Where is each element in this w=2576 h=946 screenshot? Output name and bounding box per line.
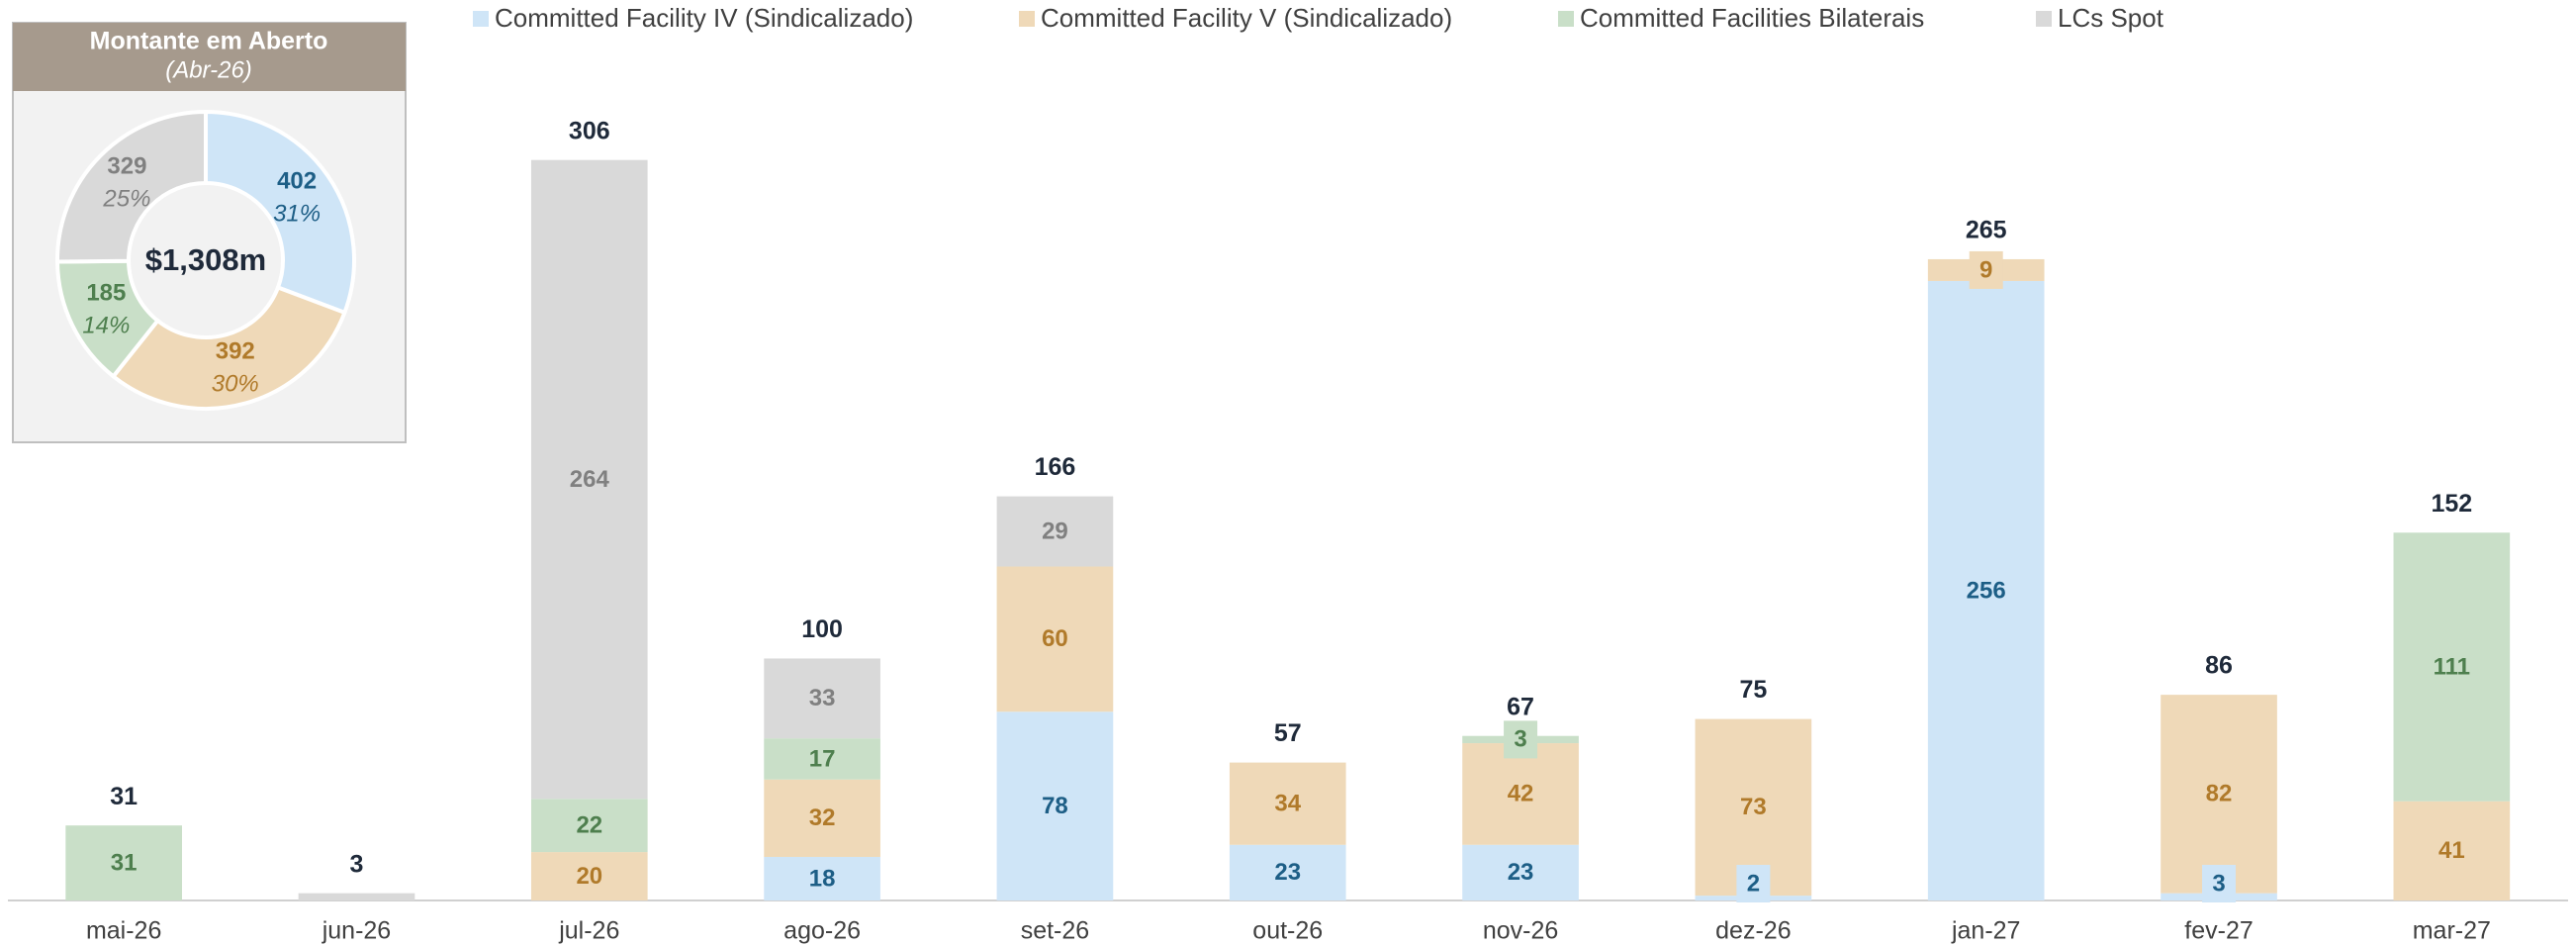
total-label: 67 [1507,693,1534,720]
data-label: 256 [1967,577,2006,604]
bar-segment [2393,532,2511,802]
data-label: 3 [1514,726,1526,753]
wedge-value: 329 [107,153,146,180]
x-tick-label: fev-27 [2184,917,2253,945]
data-label: 3 [2212,870,2225,897]
label-box [2202,865,2237,902]
x-tick-label: mar-27 [2413,917,2491,945]
legend-swatch [2036,11,2052,27]
total-label: 166 [1035,453,1076,481]
inset-header [13,23,406,91]
data-label: 20 [576,863,602,890]
bar-segment [2393,801,2511,900]
data-label: 23 [1508,859,1534,886]
data-label: 33 [809,685,836,711]
wedge-percent: 25% [102,186,150,213]
data-label: 9 [1979,256,1992,283]
x-tick-label: jan-27 [1951,917,2021,945]
bar-segment [764,658,880,739]
wedge-value: 402 [277,168,317,195]
data-label: 111 [2434,653,2470,680]
bar-segment [2161,695,2277,894]
legend-label: Committed Facilities Bilaterais [1580,3,1924,33]
data-label: 29 [1042,518,1068,544]
wedge-percent: 30% [212,370,259,397]
data-label: 264 [570,466,610,493]
total-label: 152 [2431,490,2472,518]
label-box [1969,250,2003,289]
data-label: 42 [1508,781,1534,807]
donut-wedge [55,109,208,264]
x-tick-label: jul-26 [558,917,619,945]
wedge-value: 185 [86,279,126,306]
bar-segment [530,159,648,800]
x-tick-label: set-26 [1021,917,1089,945]
legend-label: Committed Facility IV (Sindicalizado) [495,3,913,33]
data-label: 23 [1274,859,1301,886]
total-label: 57 [1274,719,1302,747]
bar-segment [530,852,648,900]
donut-center: $1,308m [145,242,266,277]
x-tick-label: nov-26 [1483,917,1558,945]
total-label: 100 [801,615,843,643]
bar-segment [1229,844,1346,900]
data-label: 34 [1274,791,1301,817]
x-tick-label: jun-26 [322,917,392,945]
total-label: 3 [350,850,364,878]
bar-segment [1462,743,1579,845]
bar-segment [530,799,648,853]
total-label: 31 [110,783,138,810]
data-label: 32 [809,804,836,831]
bar-segment [1462,844,1579,900]
total-label: 86 [2205,652,2233,680]
data-label: 78 [1042,793,1068,819]
label-box [1736,865,1771,902]
legend-label: Committed Facility V (Sindicalizado) [1041,3,1452,33]
bar-segment [764,856,880,900]
wedge-percent: 14% [82,312,130,338]
label-box [1504,720,1538,759]
x-tick-label: ago-26 [783,917,861,945]
data-label: 31 [111,849,138,876]
wedge-value: 392 [216,337,255,364]
legend-swatch [1558,11,1574,27]
total-label: 306 [569,117,610,144]
x-tick-label: dez-26 [1715,917,1791,945]
data-label: 41 [2438,837,2465,864]
donut-wedge [110,284,347,411]
data-label: 82 [2206,781,2233,807]
bar-segment [1229,762,1346,845]
legend-swatch [473,11,489,27]
data-label: 17 [809,745,836,772]
bar-segment [1927,280,2045,900]
wedge-percent: 31% [273,201,321,228]
bar-segment [764,779,880,857]
inset-subtitle: (Abr-26) [165,56,252,83]
data-label: 18 [809,865,836,892]
donut-wedge [204,109,356,316]
data-label: 2 [1747,870,1760,897]
legend-swatch [1019,11,1035,27]
bar-segment [764,738,880,780]
bar-segment [996,496,1114,567]
total-label: 75 [1739,676,1767,704]
bar-segment [996,566,1114,712]
data-label: 73 [1740,794,1767,820]
bar-segment [298,893,415,900]
x-tick-label: out-26 [1252,917,1323,945]
bar-segment [65,825,182,900]
total-label: 265 [1966,217,2007,244]
inset-title: Montante em Aberto [90,28,328,55]
legend-label: LCs Spot [2058,3,2164,33]
data-label: 22 [576,812,602,839]
x-tick-label: mai-26 [86,917,161,945]
data-label: 60 [1042,625,1068,652]
bar-segment [996,711,1114,900]
